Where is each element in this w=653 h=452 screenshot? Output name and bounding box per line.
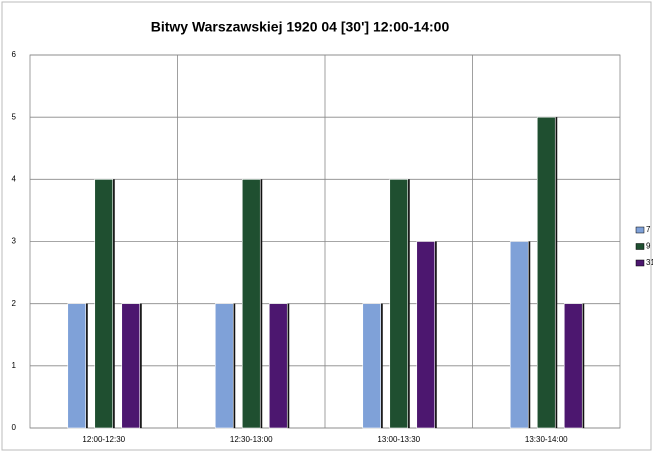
chart-title: Bitwy Warszawskiej 1920 04 [30'] 12:00-1… <box>151 19 450 35</box>
legend-swatch <box>635 259 645 267</box>
bar <box>268 303 288 429</box>
bar <box>241 179 261 429</box>
y-tick-label: 1 <box>12 361 17 370</box>
x-tick-label: 12:00-12:30 <box>82 435 125 444</box>
legend-label: 7 <box>646 225 651 234</box>
legend-label: 31 <box>646 258 653 267</box>
y-tick-label: 0 <box>12 423 17 432</box>
bar <box>389 179 409 429</box>
x-tick-label: 12:30-13:00 <box>230 435 273 444</box>
legend-label: 9 <box>646 242 651 251</box>
legend-swatch <box>635 226 645 234</box>
y-tick-label: 3 <box>12 237 17 246</box>
y-tick-label: 6 <box>12 50 17 59</box>
bar <box>214 303 234 429</box>
legend-swatch <box>635 243 645 250</box>
bar <box>509 241 529 429</box>
bar <box>362 303 382 429</box>
bar <box>94 179 114 429</box>
y-tick-label: 5 <box>12 112 17 121</box>
x-tick-label: 13:30-14:00 <box>525 435 568 444</box>
bar <box>563 303 583 429</box>
bar <box>416 241 436 429</box>
bar <box>536 116 556 429</box>
bar <box>121 303 141 429</box>
bar <box>67 303 87 429</box>
x-tick-label: 13:00-13:30 <box>377 435 420 444</box>
y-tick-label: 2 <box>12 299 17 308</box>
y-tick-label: 4 <box>12 174 17 183</box>
